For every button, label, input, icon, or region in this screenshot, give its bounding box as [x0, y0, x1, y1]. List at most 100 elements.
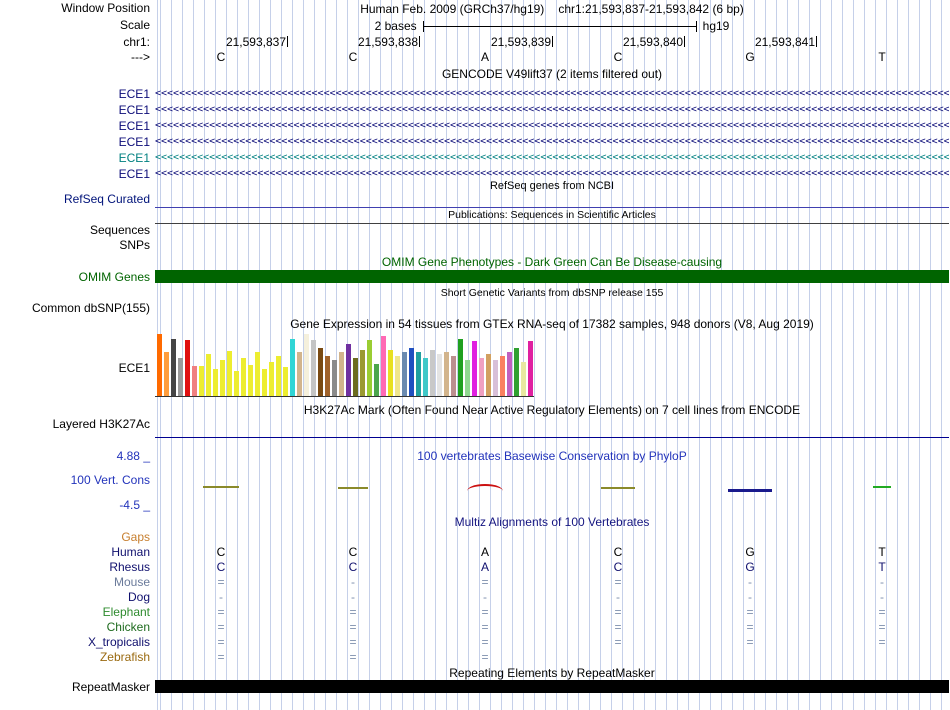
gtex-ece1-label[interactable]: ECE1: [118, 361, 150, 375]
gtex-bar[interactable]: [227, 351, 232, 396]
sequences-label[interactable]: Sequences: [89, 223, 150, 237]
publications-item-line[interactable]: [155, 223, 949, 224]
gtex-bar[interactable]: [514, 348, 519, 396]
gtex-bar[interactable]: [381, 336, 386, 396]
gtex-bar[interactable]: [283, 367, 288, 396]
phylop-max-label[interactable]: 4.88 _: [116, 449, 150, 463]
gtex-bar[interactable]: [213, 369, 218, 396]
gtex-bar[interactable]: [234, 371, 239, 396]
gtex-bar[interactable]: [430, 350, 435, 396]
gtex-bar[interactable]: [360, 350, 365, 396]
gtex-bar[interactable]: [339, 352, 344, 396]
gtex-bar[interactable]: [472, 341, 477, 396]
multiz-human-label[interactable]: Human: [111, 545, 150, 559]
gtex-bar[interactable]: [402, 352, 407, 396]
layered-h3k27ac-label[interactable]: Layered H3K27Ac: [52, 417, 150, 431]
gtex-bar[interactable]: [458, 339, 463, 396]
snps-label[interactable]: SNPs: [119, 238, 150, 252]
gtex-bar[interactable]: [374, 364, 379, 396]
multiz-zebrafish-label[interactable]: Zebrafish: [99, 650, 150, 664]
gencode-ece1-label-1[interactable]: ECE1: [118, 87, 150, 101]
multiz-cell-mouse: -: [351, 575, 355, 589]
multiz-cell-mouse: =: [614, 575, 622, 589]
multiz-gaps-label[interactable]: Gaps: [121, 530, 150, 544]
gtex-bar[interactable]: [206, 354, 211, 396]
gtex-bar[interactable]: [353, 358, 358, 396]
gtex-bar[interactable]: [192, 366, 197, 396]
gtex-bar[interactable]: [311, 340, 316, 396]
gtex-bar[interactable]: [465, 360, 470, 396]
gtex-bar[interactable]: [500, 356, 505, 396]
gencode-transcript-row[interactable]: <<<<<<<<<<<<<<<<<<<<<<<<<<<<<<<<<<<<<<<<…: [155, 88, 949, 99]
gtex-bar[interactable]: [528, 341, 533, 396]
gtex-bar[interactable]: [437, 354, 442, 396]
scale-row-label[interactable]: Scale: [119, 18, 150, 32]
gencode-transcript-row[interactable]: <<<<<<<<<<<<<<<<<<<<<<<<<<<<<<<<<<<<<<<<…: [155, 168, 949, 179]
gtex-bar[interactable]: [220, 360, 225, 396]
multiz-dog-label[interactable]: Dog: [127, 590, 150, 604]
gencode-ece1-label-6[interactable]: ECE1: [118, 167, 150, 181]
ruler-tick-mark: [419, 36, 420, 47]
omim-genes-bar[interactable]: [155, 270, 949, 283]
gtex-bar[interactable]: [157, 334, 162, 396]
gtex-bar[interactable]: [241, 358, 246, 396]
multiz-chicken-label[interactable]: Chicken: [106, 620, 150, 634]
multiz-mouse-label[interactable]: Mouse: [113, 575, 150, 589]
gtex-bar[interactable]: [255, 352, 260, 396]
gtex-bar[interactable]: [444, 352, 449, 396]
gtex-bar[interactable]: [332, 360, 337, 396]
gtex-bar[interactable]: [395, 356, 400, 396]
gencode-transcript-row[interactable]: <<<<<<<<<<<<<<<<<<<<<<<<<<<<<<<<<<<<<<<<…: [155, 104, 949, 115]
multiz-cell-chicken: =: [481, 620, 489, 634]
gtex-bar[interactable]: [423, 358, 428, 396]
gtex-bar[interactable]: [521, 362, 526, 396]
window-position-label[interactable]: Window Position: [61, 1, 150, 15]
common-dbsnp-label[interactable]: Common dbSNP(155): [31, 301, 150, 315]
gtex-bar[interactable]: [290, 339, 295, 396]
gencode-ece1-label-5[interactable]: ECE1: [118, 151, 150, 165]
refseq-curated-label[interactable]: RefSeq Curated: [63, 192, 150, 206]
gtex-bar[interactable]: [178, 358, 183, 396]
gtex-bar[interactable]: [304, 334, 309, 396]
gtex-bar[interactable]: [325, 356, 330, 396]
gtex-bar[interactable]: [486, 354, 491, 396]
gencode-transcript-row[interactable]: <<<<<<<<<<<<<<<<<<<<<<<<<<<<<<<<<<<<<<<<…: [155, 120, 949, 131]
gtex-bar[interactable]: [248, 365, 253, 396]
omim-genes-label[interactable]: OMIM Genes: [78, 270, 150, 284]
gtex-bar[interactable]: [388, 350, 393, 396]
repeatmasker-label[interactable]: RepeatMasker: [71, 680, 150, 694]
gencode-ece1-label-2[interactable]: ECE1: [118, 103, 150, 117]
gtex-bar[interactable]: [507, 352, 512, 396]
gtex-bar[interactable]: [199, 366, 204, 396]
gtex-chart-baseline: [155, 396, 534, 397]
vert-cons-label[interactable]: 100 Vert. Cons: [70, 473, 150, 487]
multiz-cell-chicken: =: [349, 620, 357, 634]
refseq-curated-item-line[interactable]: [155, 207, 949, 208]
chrom-label[interactable]: chr1:: [123, 35, 150, 49]
multiz-elephant-label[interactable]: Elephant: [102, 605, 150, 619]
gtex-bar[interactable]: [367, 340, 372, 396]
gtex-bar[interactable]: [409, 348, 414, 396]
multiz-rhesus-label[interactable]: Rhesus: [109, 560, 150, 574]
gtex-bar[interactable]: [297, 352, 302, 396]
gtex-bar[interactable]: [493, 360, 498, 396]
gtex-bar[interactable]: [318, 348, 323, 396]
gtex-bar[interactable]: [171, 339, 176, 396]
strand-label[interactable]: --->: [131, 50, 150, 64]
gtex-bar[interactable]: [164, 352, 169, 396]
gencode-transcript-row[interactable]: <<<<<<<<<<<<<<<<<<<<<<<<<<<<<<<<<<<<<<<<…: [155, 136, 949, 147]
gencode-transcript-row[interactable]: <<<<<<<<<<<<<<<<<<<<<<<<<<<<<<<<<<<<<<<<…: [155, 152, 949, 163]
gencode-ece1-label-4[interactable]: ECE1: [118, 135, 150, 149]
phylop-min-label[interactable]: -4.5 _: [119, 498, 150, 512]
gencode-ece1-label-3[interactable]: ECE1: [118, 119, 150, 133]
gtex-bar[interactable]: [269, 362, 274, 396]
gtex-bar[interactable]: [185, 340, 190, 396]
gtex-bar[interactable]: [416, 352, 421, 396]
gtex-bar[interactable]: [346, 344, 351, 396]
multiz-xtropicalis-label[interactable]: X_tropicalis: [87, 635, 150, 649]
gtex-bar[interactable]: [479, 358, 484, 396]
gtex-bar[interactable]: [276, 356, 281, 396]
gtex-bar[interactable]: [451, 356, 456, 396]
gtex-bar[interactable]: [262, 369, 267, 396]
repeatmasker-bar[interactable]: [155, 680, 949, 693]
